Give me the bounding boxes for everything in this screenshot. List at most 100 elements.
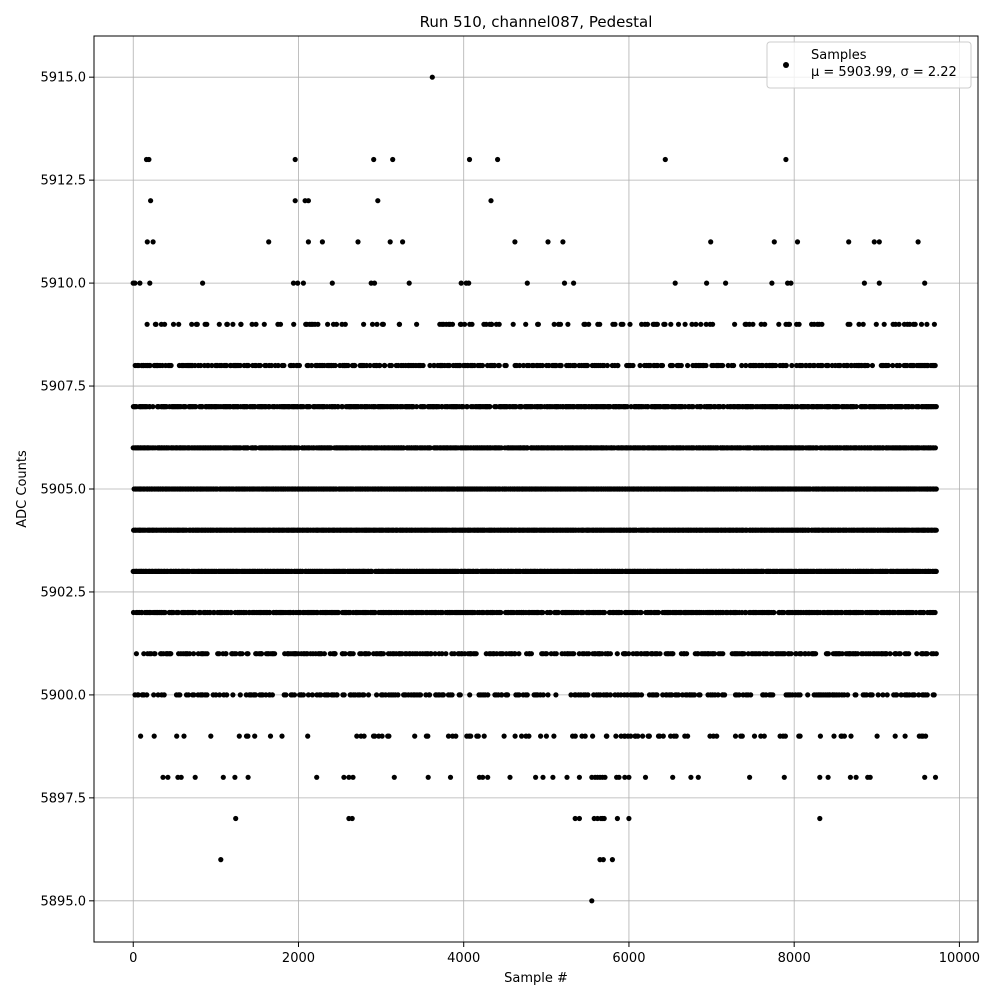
data-point: [572, 362, 578, 369]
data-point: [237, 692, 243, 698]
data-point: [553, 651, 559, 657]
data-point: [624, 404, 630, 410]
data-point: [720, 651, 726, 657]
data-point: [350, 651, 356, 657]
data-point: [191, 651, 197, 657]
data-point: [388, 362, 395, 369]
data-point: [237, 362, 243, 369]
data-point: [655, 609, 662, 616]
data-point: [487, 404, 493, 410]
data-point: [414, 404, 420, 410]
data-point: [432, 651, 438, 657]
data-point: [217, 692, 223, 698]
data-point: [837, 362, 843, 369]
data-point: [309, 362, 315, 369]
data-point: [168, 362, 174, 369]
data-point: [332, 362, 338, 369]
data-point: [764, 651, 770, 657]
data-point: [332, 651, 338, 657]
data-point: [382, 362, 388, 369]
data-point: [427, 445, 433, 451]
data-point: [544, 651, 550, 657]
data-point: [932, 362, 938, 369]
data-point: [492, 362, 498, 369]
data-point: [586, 651, 592, 657]
data-point: [321, 651, 327, 657]
data-point: [684, 651, 690, 657]
data-point: [811, 362, 818, 369]
data-point: [213, 692, 219, 698]
data-point: [151, 692, 157, 698]
data-point: [933, 651, 939, 657]
data-point: [739, 362, 745, 369]
data-point: [721, 404, 727, 410]
data-point: [783, 362, 789, 369]
data-point: [177, 692, 183, 698]
data-point: [853, 404, 859, 410]
data-point: [300, 692, 306, 698]
data-point: [933, 486, 939, 492]
data-point: [520, 362, 527, 369]
data-point: [380, 651, 386, 657]
data-point: [204, 651, 210, 657]
data-point: [479, 362, 486, 369]
data-point: [428, 651, 434, 657]
data-point: [819, 362, 825, 369]
data-point: [678, 362, 684, 369]
data-point: [517, 362, 523, 369]
data-point: [498, 609, 504, 616]
data-point: [698, 404, 704, 410]
data-point: [431, 362, 437, 369]
data-point: [162, 609, 168, 616]
data-point: [516, 651, 522, 657]
data-point: [345, 362, 351, 369]
data-point: [309, 692, 315, 698]
data-point: [540, 609, 546, 616]
data-point: [150, 404, 156, 410]
data-point: [558, 362, 564, 369]
data-point: [263, 692, 269, 698]
data-point: [223, 651, 229, 657]
data-point: [555, 609, 562, 616]
data-point: [932, 609, 938, 616]
data-point: [366, 651, 372, 657]
data-point: [192, 609, 198, 616]
data-point: [307, 404, 313, 410]
data-point: [283, 692, 289, 698]
data-point: [933, 404, 939, 410]
data-point: [825, 362, 831, 369]
data-point: [439, 651, 445, 657]
data-point: [223, 362, 230, 369]
data-point: [869, 362, 876, 369]
data-point: [657, 651, 663, 657]
data-point: [789, 362, 795, 369]
data-point: [798, 651, 804, 657]
data-point: [272, 651, 278, 657]
data-point: [296, 362, 302, 369]
data-point: [168, 651, 174, 657]
data-point: [230, 692, 236, 698]
data-point: [813, 651, 819, 657]
data-point: [352, 362, 358, 369]
data-point: [377, 362, 383, 369]
data-point: [720, 362, 726, 369]
data-point: [607, 651, 614, 657]
data-point: [133, 651, 139, 657]
data-point: [204, 692, 210, 698]
data-point: [161, 692, 167, 698]
data-point: [305, 692, 311, 698]
data-point: [193, 404, 199, 410]
data-point: [703, 362, 709, 369]
data-point: [233, 651, 239, 657]
data-point: [615, 362, 621, 369]
data-point: [443, 651, 449, 657]
data-point: [604, 362, 611, 369]
data-point: [451, 651, 457, 657]
data-point: [932, 445, 939, 451]
data-point: [239, 651, 245, 657]
data-point: [524, 445, 530, 451]
data-point: [372, 609, 378, 616]
data-point: [245, 651, 251, 657]
data-point: [741, 651, 747, 657]
